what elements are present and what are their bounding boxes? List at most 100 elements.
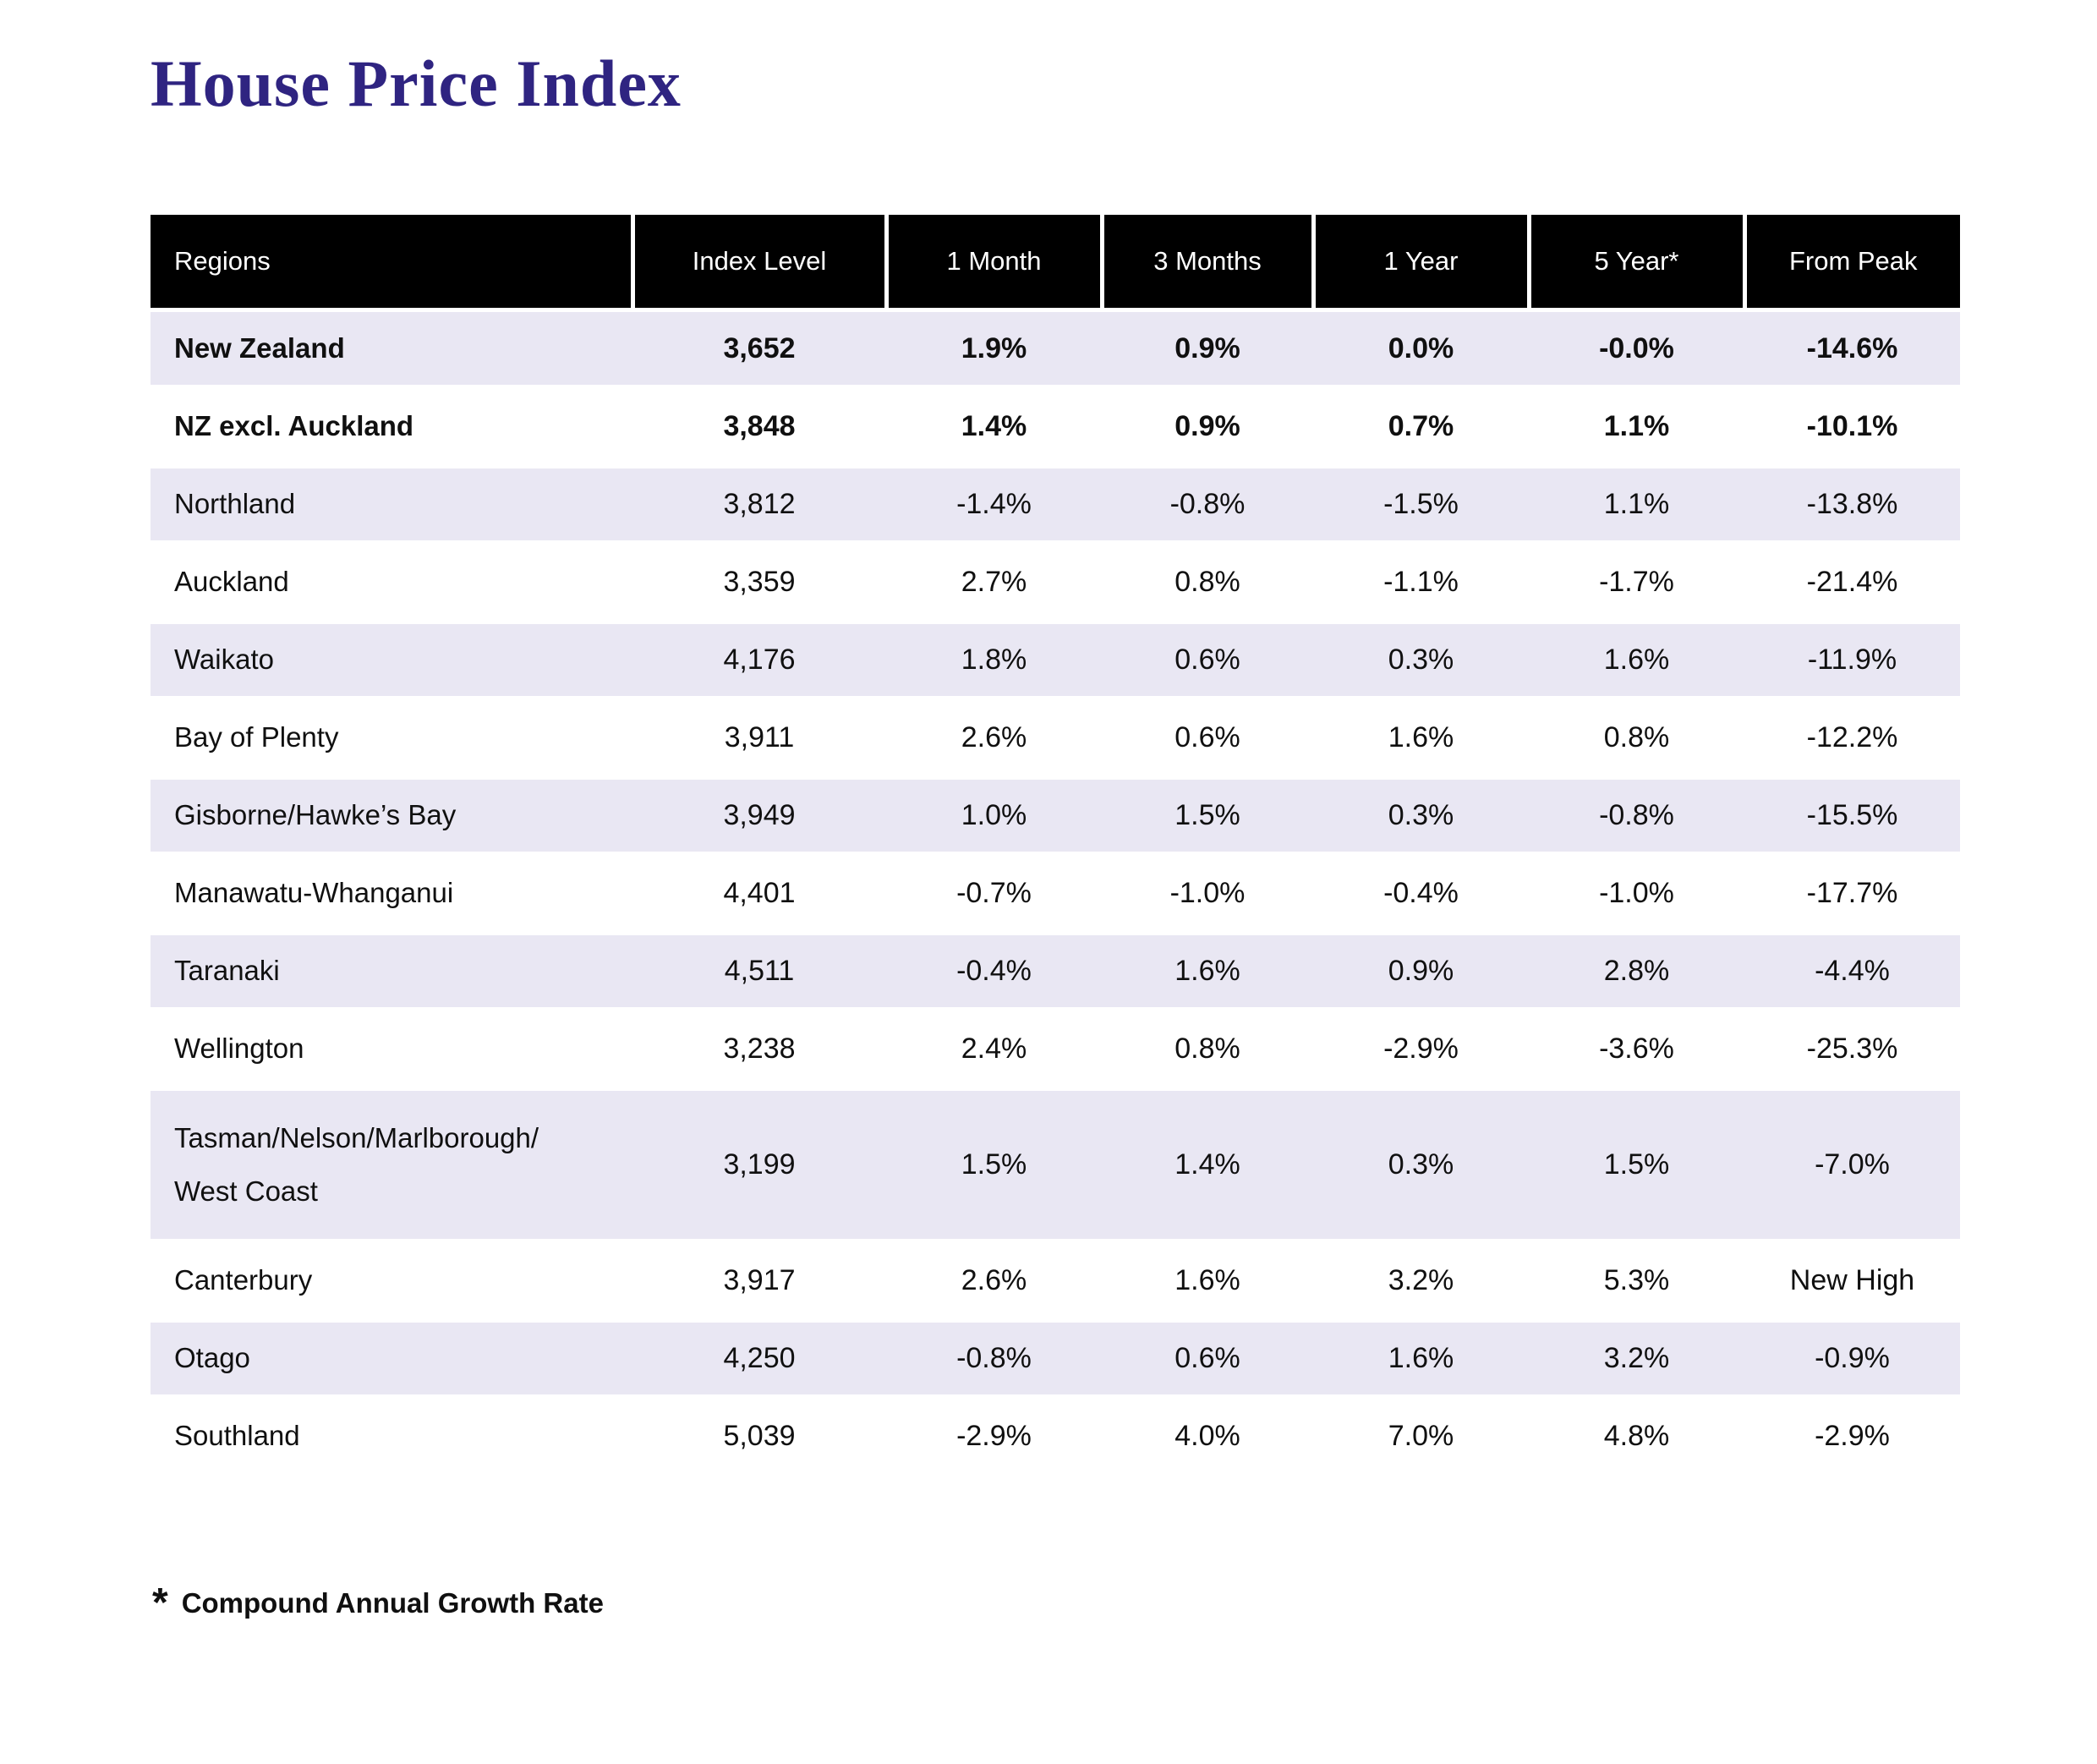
- one-month-cell: 2.7%: [886, 543, 1102, 625]
- table-row: Manawatu-Whanganui 4,401 -0.7% -1.0% -0.…: [151, 854, 1960, 936]
- one-year-cell: 1.6%: [1313, 1319, 1529, 1401]
- column-header-1-year: 1 Year: [1311, 214, 1529, 313]
- five-year-cell: -0.0%: [1529, 310, 1744, 392]
- one-year-cell: 0.3%: [1313, 1087, 1529, 1246]
- region-name-cell: Wellington: [151, 1010, 632, 1092]
- one-year-cell: -1.1%: [1313, 543, 1529, 625]
- one-year-cell: 0.3%: [1313, 776, 1529, 858]
- one-year-cell: 0.3%: [1313, 621, 1529, 703]
- one-month-cell: -0.4%: [886, 932, 1102, 1014]
- index-level-cell: 5,039: [632, 1397, 886, 1479]
- region-name-cell: Canterbury: [151, 1241, 632, 1323]
- five-year-cell: 1.1%: [1529, 465, 1744, 547]
- index-level-cell: 3,359: [632, 543, 886, 625]
- region-name-cell: New Zealand: [151, 310, 632, 392]
- from-peak-cell: -0.9%: [1744, 1319, 1960, 1401]
- one-year-cell: 0.7%: [1313, 387, 1529, 469]
- table-row: New Zealand 3,652 1.9% 0.9% 0.0% -0.0% -…: [151, 310, 1960, 392]
- region-name-cell: Waikato: [151, 621, 632, 703]
- index-level-cell: 3,911: [632, 698, 886, 781]
- one-year-cell: 1.6%: [1313, 698, 1529, 781]
- table-row: Northland 3,812 -1.4% -0.8% -1.5% 1.1% -…: [151, 465, 1960, 547]
- footnote-asterisk-icon: *: [152, 1580, 168, 1626]
- from-peak-cell: -10.1%: [1744, 387, 1960, 469]
- region-name-cell: Tasman/Nelson/Marlborough/ West Coast: [151, 1087, 632, 1246]
- index-level-cell: 3,238: [632, 1010, 886, 1092]
- three-months-cell: 1.6%: [1102, 1241, 1313, 1323]
- region-name-cell: NZ excl. Auckland: [151, 387, 632, 469]
- one-month-cell: 1.8%: [886, 621, 1102, 703]
- three-months-cell: 0.6%: [1102, 1319, 1313, 1401]
- three-months-cell: 0.9%: [1102, 387, 1313, 469]
- column-header-5-year: 5 Year*: [1526, 214, 1744, 313]
- column-header-1-month: 1 Month: [884, 214, 1102, 313]
- three-months-cell: -1.0%: [1102, 854, 1313, 936]
- house-price-index-table: Regions Index Level 1 Month 3 Months 1 Y…: [151, 214, 1960, 1479]
- footnote: * Compound Annual Growth Rate: [152, 1576, 1962, 1626]
- region-name-cell: Southland: [151, 1397, 632, 1479]
- region-name-cell: Auckland: [151, 543, 632, 625]
- index-level-cell: 3,652: [632, 310, 886, 392]
- one-year-cell: -1.5%: [1313, 465, 1529, 547]
- three-months-cell: -0.8%: [1102, 465, 1313, 547]
- table-row: Bay of Plenty 3,911 2.6% 0.6% 1.6% 0.8% …: [151, 698, 1960, 781]
- one-month-cell: 2.4%: [886, 1010, 1102, 1092]
- one-year-cell: -2.9%: [1313, 1010, 1529, 1092]
- table-row: Otago 4,250 -0.8% 0.6% 1.6% 3.2% -0.9%: [151, 1319, 1960, 1401]
- region-name-cell: Northland: [151, 465, 632, 547]
- index-level-cell: 4,250: [632, 1319, 886, 1401]
- index-level-cell: 3,812: [632, 465, 886, 547]
- from-peak-cell: -12.2%: [1744, 698, 1960, 781]
- five-year-cell: -1.7%: [1529, 543, 1744, 625]
- index-level-cell: 4,176: [632, 621, 886, 703]
- one-month-cell: -2.9%: [886, 1397, 1102, 1479]
- from-peak-cell: New High: [1744, 1241, 1960, 1323]
- table-row: Waikato 4,176 1.8% 0.6% 0.3% 1.6% -11.9%: [151, 621, 1960, 703]
- one-month-cell: 2.6%: [886, 698, 1102, 781]
- from-peak-cell: -14.6%: [1744, 310, 1960, 392]
- table-row: Auckland 3,359 2.7% 0.8% -1.1% -1.7% -21…: [151, 543, 1960, 625]
- from-peak-cell: -4.4%: [1744, 932, 1960, 1014]
- from-peak-cell: -11.9%: [1744, 621, 1960, 703]
- one-month-cell: 1.5%: [886, 1087, 1102, 1246]
- five-year-cell: 1.6%: [1529, 621, 1744, 703]
- five-year-cell: -0.8%: [1529, 776, 1744, 858]
- five-year-cell: 0.8%: [1529, 698, 1744, 781]
- column-header-from-peak: From Peak: [1742, 214, 1960, 313]
- one-year-cell: 3.2%: [1313, 1241, 1529, 1323]
- index-level-cell: 3,848: [632, 387, 886, 469]
- three-months-cell: 4.0%: [1102, 1397, 1313, 1479]
- three-months-cell: 0.8%: [1102, 543, 1313, 625]
- one-month-cell: -0.7%: [886, 854, 1102, 936]
- index-level-cell: 4,511: [632, 932, 886, 1014]
- column-header-index-level: Index Level: [630, 214, 886, 313]
- table-header: Regions Index Level 1 Month 3 Months 1 Y…: [151, 214, 1960, 313]
- region-name-cell: Gisborne/Hawke’s Bay: [151, 776, 632, 858]
- region-name-cell: Manawatu-Whanganui: [151, 854, 632, 936]
- region-name-cell: Otago: [151, 1319, 632, 1401]
- from-peak-cell: -15.5%: [1744, 776, 1960, 858]
- one-year-cell: 7.0%: [1313, 1397, 1529, 1479]
- from-peak-cell: -2.9%: [1744, 1397, 1960, 1479]
- from-peak-cell: -7.0%: [1744, 1087, 1960, 1246]
- one-month-cell: 1.9%: [886, 310, 1102, 392]
- one-month-cell: 2.6%: [886, 1241, 1102, 1323]
- five-year-cell: -3.6%: [1529, 1010, 1744, 1092]
- one-month-cell: 1.0%: [886, 776, 1102, 858]
- index-level-cell: 3,199: [632, 1087, 886, 1246]
- one-year-cell: 0.0%: [1313, 310, 1529, 392]
- page-title: House Price Index: [151, 47, 682, 120]
- three-months-cell: 0.9%: [1102, 310, 1313, 392]
- three-months-cell: 0.8%: [1102, 1010, 1313, 1092]
- three-months-cell: 0.6%: [1102, 698, 1313, 781]
- one-year-cell: 0.9%: [1313, 932, 1529, 1014]
- from-peak-cell: -25.3%: [1744, 1010, 1960, 1092]
- index-level-cell: 3,917: [632, 1241, 886, 1323]
- one-year-cell: -0.4%: [1313, 854, 1529, 936]
- five-year-cell: 1.1%: [1529, 387, 1744, 469]
- five-year-cell: 2.8%: [1529, 932, 1744, 1014]
- table-body: New Zealand 3,652 1.9% 0.9% 0.0% -0.0% -…: [151, 310, 1960, 1479]
- three-months-cell: 0.6%: [1102, 621, 1313, 703]
- table-row: Gisborne/Hawke’s Bay 3,949 1.0% 1.5% 0.3…: [151, 776, 1960, 858]
- from-peak-cell: -21.4%: [1744, 543, 1960, 625]
